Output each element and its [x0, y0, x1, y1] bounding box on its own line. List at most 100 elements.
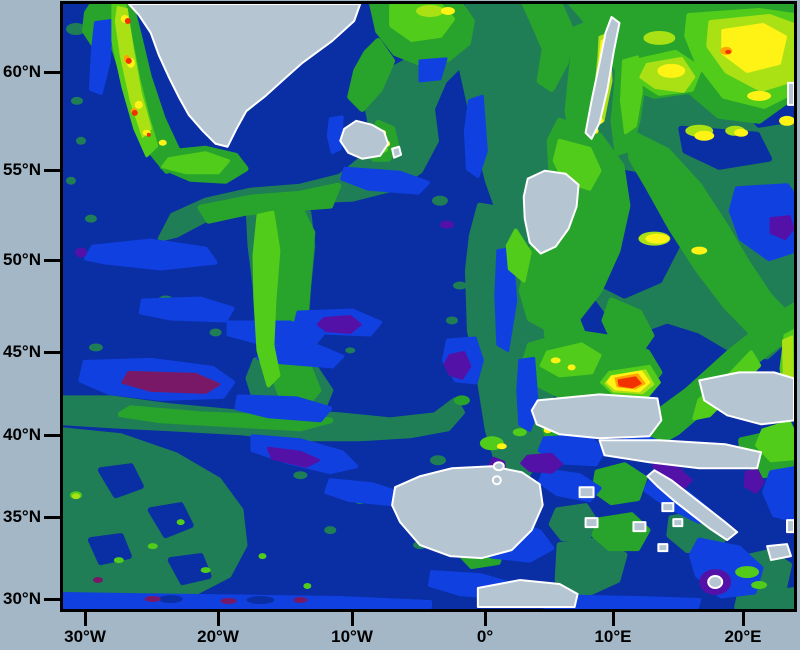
field-region-green — [521, 4, 575, 92]
field-region-teal — [293, 471, 308, 480]
field-region-green — [197, 182, 342, 224]
land-mask — [646, 469, 739, 542]
field-region-teal — [324, 526, 337, 535]
field-region-violet — [520, 452, 564, 474]
field-region-bright — [735, 566, 760, 579]
map-plot-frame — [60, 1, 797, 612]
field-region-red — [125, 57, 132, 64]
land-mask — [661, 502, 675, 513]
field-region-blue — [83, 238, 218, 271]
field-region-navy — [87, 533, 132, 566]
field-region-green — [564, 17, 603, 142]
field-region-plum — [121, 370, 221, 394]
field-region-plum — [293, 597, 308, 604]
land-mask — [766, 543, 793, 562]
field-region-violet — [651, 456, 693, 490]
field-region-bright — [258, 553, 267, 560]
field-region-bright — [505, 228, 532, 283]
x-axis-tick — [351, 612, 354, 626]
land-mask — [584, 15, 621, 140]
field-region-red — [617, 376, 642, 389]
x-axis-tick-label: 0° — [476, 627, 494, 646]
field-region-teal — [70, 96, 83, 105]
field-region-yellow — [694, 130, 715, 141]
y-axis-tick-label: 35°N — [3, 507, 41, 526]
field-region-teal — [209, 328, 222, 337]
land-mask — [578, 486, 595, 499]
y-axis-tick — [44, 434, 61, 437]
field-region-bright — [303, 583, 312, 590]
field-region-yellow — [496, 443, 507, 450]
field-region-navy — [97, 463, 144, 499]
field-region-violet — [439, 220, 454, 229]
field-region-plum — [144, 596, 161, 603]
x-axis-tick — [484, 612, 487, 626]
field-region-blue — [463, 94, 488, 178]
field-region-navy — [246, 596, 275, 605]
field-region-bright — [176, 519, 185, 526]
land-mask — [476, 579, 579, 609]
field-region-red — [725, 49, 732, 54]
y-axis-tick-label: 30°N — [3, 589, 41, 608]
x-axis-tick-label: 20°E — [724, 627, 762, 646]
field-region-yellow — [657, 63, 686, 78]
land-mask — [786, 519, 794, 534]
field-region-teal — [452, 281, 467, 290]
land-mask — [787, 81, 794, 106]
land-mask — [391, 145, 403, 159]
field-region-yellow — [691, 246, 708, 255]
land-mask — [391, 465, 544, 560]
field-region-red — [131, 109, 138, 116]
y-axis-tick — [44, 71, 61, 74]
field-region-navy — [147, 502, 194, 539]
field-region-violet — [74, 247, 87, 258]
field-region-bright — [512, 428, 527, 437]
field-region-green — [601, 297, 655, 356]
field-region-ygreen — [643, 30, 676, 45]
field-region-blue — [326, 115, 344, 155]
field-region-violet — [316, 314, 362, 334]
field-region-red — [146, 132, 151, 137]
field-region-violet — [743, 468, 765, 494]
field-region-teal — [431, 195, 448, 206]
field-region-yellow — [158, 139, 167, 146]
field-region-blue — [418, 57, 448, 83]
land-mask — [492, 461, 505, 472]
x-axis-tick — [217, 612, 220, 626]
field-region-teal — [734, 587, 794, 609]
field-region-teal — [434, 414, 455, 427]
land-mask — [598, 439, 763, 470]
land-mask — [698, 371, 794, 426]
field-region-teal — [345, 347, 356, 354]
y-axis-tick — [44, 169, 61, 172]
field-region-blue — [256, 344, 345, 369]
land-mask — [707, 575, 724, 590]
land-mask — [530, 393, 663, 440]
field-region-blue — [234, 394, 333, 423]
land-mask — [672, 518, 684, 528]
field-region-navy — [158, 595, 183, 604]
field-region-plum — [220, 598, 237, 605]
field-region-teal — [84, 214, 97, 223]
field-region-teal — [82, 448, 95, 457]
field-region-blue — [138, 296, 235, 323]
x-axis-tick — [84, 612, 87, 626]
x-axis-tick-label: 10°E — [594, 627, 632, 646]
field-region-bright — [147, 543, 158, 550]
field-region-violet — [443, 350, 472, 380]
field-region-yellow — [734, 128, 749, 137]
x-axis-tick-label: 20°W — [197, 627, 239, 646]
field-region-bright — [252, 210, 281, 388]
land-mask — [522, 169, 580, 255]
y-axis-tick-label: 40°N — [3, 425, 41, 444]
x-axis-tick — [742, 612, 745, 626]
field-region-green — [591, 462, 648, 506]
field-region-green — [347, 37, 396, 112]
field-region-blue — [88, 18, 113, 95]
field-region-green — [117, 405, 334, 432]
field-region-yellow — [550, 357, 561, 364]
land-mask — [339, 119, 390, 160]
field-region-yellow — [645, 233, 670, 244]
field-region-yellow — [779, 115, 794, 126]
field-region-teal — [548, 503, 599, 542]
